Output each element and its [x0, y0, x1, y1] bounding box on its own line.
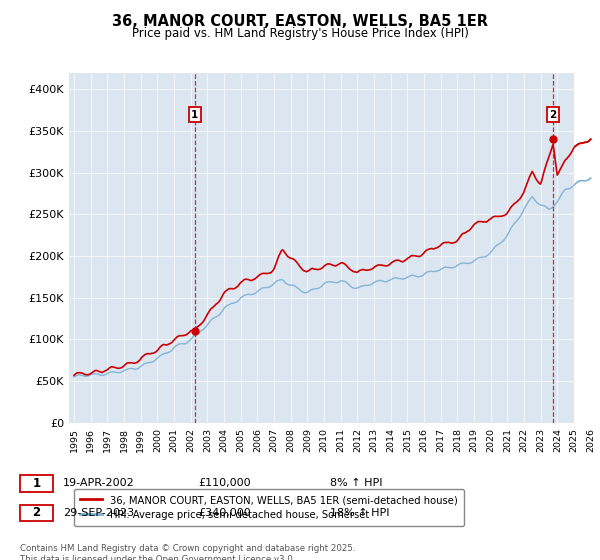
- Legend: 36, MANOR COURT, EASTON, WELLS, BA5 1ER (semi-detached house), HPI: Average pric: 36, MANOR COURT, EASTON, WELLS, BA5 1ER …: [74, 489, 464, 526]
- Text: 2: 2: [32, 506, 41, 520]
- Text: Price paid vs. HM Land Registry's House Price Index (HPI): Price paid vs. HM Land Registry's House …: [131, 27, 469, 40]
- Text: 1: 1: [191, 110, 199, 120]
- Text: 18% ↑ HPI: 18% ↑ HPI: [330, 508, 389, 518]
- Text: 1: 1: [32, 477, 41, 490]
- Text: 29-SEP-2023: 29-SEP-2023: [63, 508, 134, 518]
- Text: £340,000: £340,000: [198, 508, 251, 518]
- Text: Contains HM Land Registry data © Crown copyright and database right 2025.
This d: Contains HM Land Registry data © Crown c…: [20, 544, 356, 560]
- Text: 2: 2: [550, 110, 557, 120]
- Text: £110,000: £110,000: [198, 478, 251, 488]
- Text: 19-APR-2002: 19-APR-2002: [63, 478, 135, 488]
- Text: 8% ↑ HPI: 8% ↑ HPI: [330, 478, 383, 488]
- Bar: [574, 73, 594, 423]
- Text: 36, MANOR COURT, EASTON, WELLS, BA5 1ER: 36, MANOR COURT, EASTON, WELLS, BA5 1ER: [112, 14, 488, 29]
